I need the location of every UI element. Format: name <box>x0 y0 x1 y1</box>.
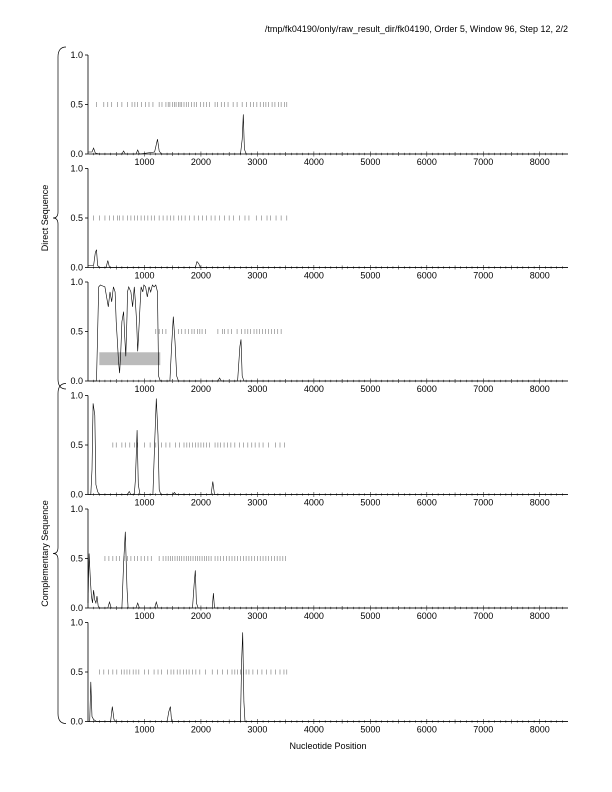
direct-group-brace <box>52 46 67 390</box>
x-tick-label: 1000 <box>134 725 154 735</box>
x-tick-label: 6000 <box>417 157 437 167</box>
y-tick-label: 1.0 <box>70 504 83 514</box>
x-tick-label: 7000 <box>473 384 493 394</box>
x-tick-label: 1000 <box>134 498 154 508</box>
y-tick-label: 0.0 <box>70 717 83 727</box>
x-tick-label: 1000 <box>134 157 154 167</box>
x-tick-label: 2000 <box>191 725 211 735</box>
x-tick-label: 4000 <box>304 384 324 394</box>
x-tick-label: 3000 <box>247 384 267 394</box>
x-tick-label: 4000 <box>304 611 324 621</box>
x-tick-label: 5000 <box>360 611 380 621</box>
x-tick-label: 3000 <box>247 611 267 621</box>
x-tick-label: 6000 <box>417 725 437 735</box>
x-tick-label: 7000 <box>473 611 493 621</box>
y-tick-label: 0.5 <box>70 213 83 223</box>
x-tick-label: 3000 <box>247 725 267 735</box>
x-tick-label: 2000 <box>191 271 211 281</box>
x-tick-label: 1000 <box>134 271 154 281</box>
panel-6: 0.0 0.5 1.0 1000 2000 3000 4000 5000 6000 7000 800… <box>70 618 568 735</box>
x-tick-label: 7000 <box>473 271 493 281</box>
x-tick-label: 6000 <box>417 498 437 508</box>
x-tick-label: 2000 <box>191 157 211 167</box>
x-tick-label: 8000 <box>530 725 550 735</box>
x-tick-label: 4000 <box>304 725 324 735</box>
panel-2: 0.0 0.5 1.0 1000 2000 3000 4000 5000 6000 7000 800… <box>70 164 568 281</box>
x-axis-title: Nucleotide Position <box>289 741 366 751</box>
x-tick-label: 7000 <box>473 157 493 167</box>
x-tick-label: 1000 <box>134 611 154 621</box>
y-tick-label: 0.0 <box>70 603 83 613</box>
y-tick-label: 1.0 <box>70 164 83 174</box>
y-tick-label: 1.0 <box>70 618 83 628</box>
x-tick-label: 2000 <box>191 498 211 508</box>
x-tick-label: 3000 <box>247 271 267 281</box>
x-tick-label: 2000 <box>191 611 211 621</box>
x-tick-label: 5000 <box>360 384 380 394</box>
x-tick-label: 7000 <box>473 725 493 735</box>
x-tick-label: 3000 <box>247 157 267 167</box>
x-tick-label: 5000 <box>360 725 380 735</box>
y-tick-label: 0.5 <box>70 667 83 677</box>
panel-3: 0.0 0.5 1.0 1000 2000 3000 4000 5000 6000 7000 800… <box>70 277 568 394</box>
x-tick-label: 6000 <box>417 271 437 281</box>
y-tick-label: 0.5 <box>70 100 83 110</box>
y-tick-label: 0.0 <box>70 263 83 273</box>
y-tick-label: 0.0 <box>70 149 83 159</box>
x-tick-label: 1000 <box>134 384 154 394</box>
x-tick-label: 8000 <box>530 384 550 394</box>
panel-4: 0.0 0.5 1.0 1000 2000 3000 4000 5000 6000 7000 800… <box>70 391 568 508</box>
x-tick-label: 3000 <box>247 498 267 508</box>
coding-probability-line <box>88 398 568 495</box>
coding-probability-line <box>88 114 568 155</box>
y-tick-label: 1.0 <box>70 50 83 60</box>
x-tick-label: 8000 <box>530 157 550 167</box>
panel-5: 0.0 0.5 1.0 1000 2000 3000 4000 5000 6000 7000 800… <box>70 504 568 621</box>
page-title: /tmp/fk04190/only/raw_result_dir/fk04190… <box>264 24 568 34</box>
x-tick-label: 7000 <box>473 498 493 508</box>
panel-1: 0.0 0.5 1.0 1000 2000 3000 4000 5000 6000 7000 800… <box>70 50 568 167</box>
x-tick-label: 8000 <box>530 271 550 281</box>
x-tick-label: 2000 <box>191 384 211 394</box>
x-tick-label: 6000 <box>417 611 437 621</box>
y-tick-label: 0.5 <box>70 554 83 564</box>
y-tick-label: 1.0 <box>70 277 83 287</box>
x-tick-label: 8000 <box>530 498 550 508</box>
x-tick-label: 8000 <box>530 611 550 621</box>
y-tick-label: 0.5 <box>70 440 83 450</box>
coding-probability-line <box>87 531 568 609</box>
x-tick-label: 5000 <box>360 271 380 281</box>
x-tick-label: 4000 <box>304 271 324 281</box>
highlight-region <box>99 352 161 366</box>
y-tick-label: 0.5 <box>70 327 83 337</box>
x-tick-label: 5000 <box>360 498 380 508</box>
y-tick-label: 1.0 <box>70 391 83 401</box>
coding-probability-line <box>88 284 568 382</box>
coding-probability-line <box>88 249 568 268</box>
x-tick-label: 4000 <box>304 498 324 508</box>
x-tick-label: 5000 <box>360 157 380 167</box>
direct-sequence-label: Direct Sequence <box>40 185 50 252</box>
coding-probability-line <box>88 632 568 722</box>
complementary-sequence-label: Complementary Sequence <box>40 500 50 607</box>
x-tick-label: 4000 <box>304 157 324 167</box>
y-tick-label: 0.0 <box>70 490 83 500</box>
x-tick-label: 6000 <box>417 384 437 394</box>
complementary-group-brace <box>52 383 67 724</box>
y-tick-label: 0.0 <box>70 376 83 386</box>
